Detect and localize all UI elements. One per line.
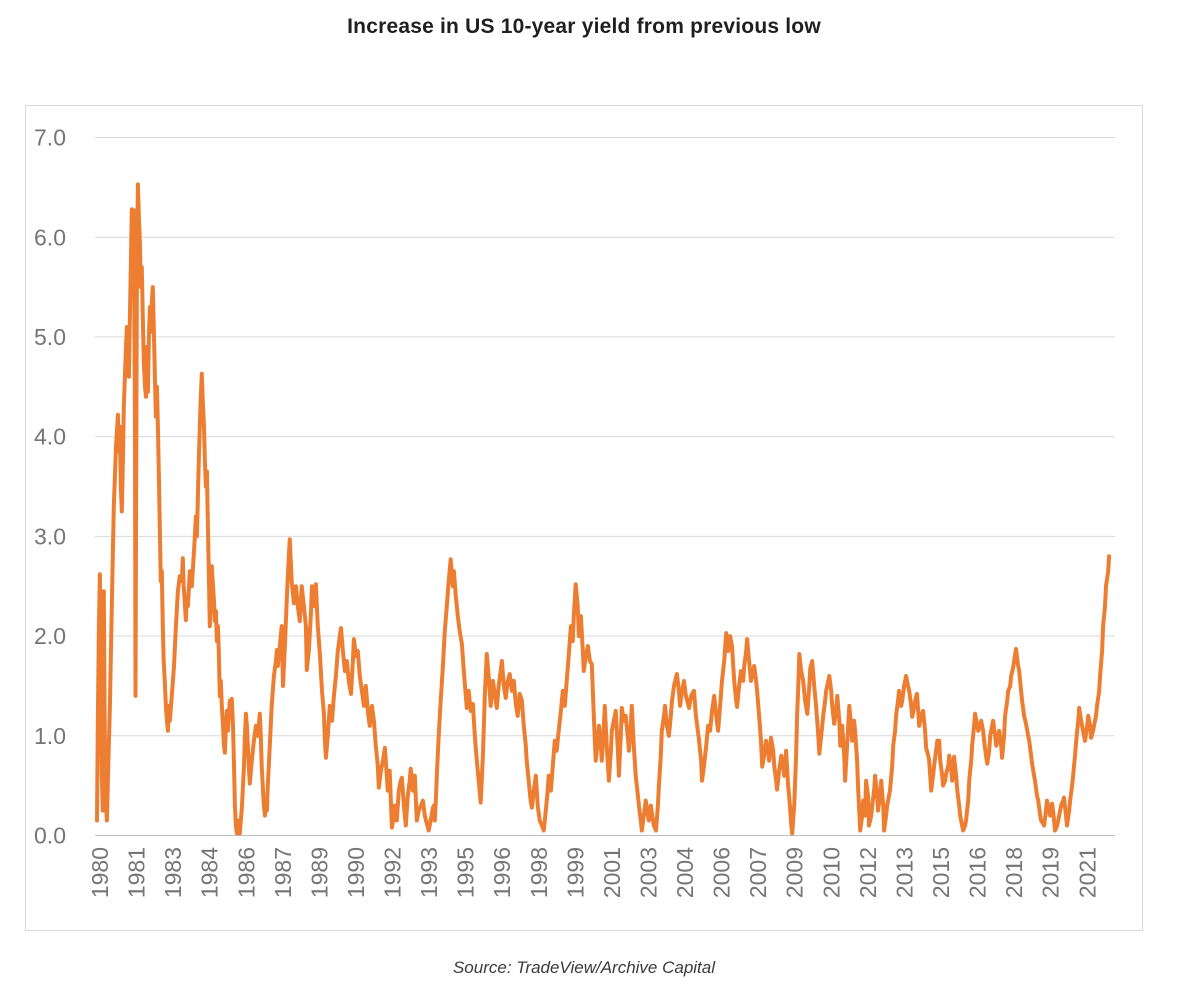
y-axis-label: 3.0 [34, 523, 66, 549]
x-axis-label: 1984 [197, 847, 223, 898]
y-axis-label: 2.0 [34, 623, 66, 649]
x-axis-label: 1993 [416, 847, 442, 898]
y-axis-label: 6.0 [34, 224, 66, 250]
x-axis-label: 2010 [818, 847, 844, 898]
x-axis-label: 1980 [87, 847, 113, 898]
x-axis-label: 2004 [672, 847, 698, 898]
x-axis-label: 1983 [160, 847, 186, 898]
x-axis-label: 2021 [1074, 847, 1100, 898]
x-axis-label: 1998 [526, 847, 552, 898]
y-axis-label: 5.0 [34, 324, 66, 350]
y-axis-label: 4.0 [34, 424, 66, 450]
x-axis-label: 1992 [380, 847, 406, 898]
source-caption: Source: TradeView/Archive Capital [452, 958, 716, 977]
x-axis-label: 2019 [1038, 847, 1064, 898]
x-axis-label: 2016 [965, 847, 991, 898]
x-axis-label: 1987 [270, 847, 296, 898]
x-axis-label: 2013 [891, 847, 917, 898]
x-axis-label: 2015 [928, 847, 954, 898]
chart-border [25, 105, 1143, 931]
x-axis-label: 2009 [782, 847, 808, 898]
y-axis-label: 0.0 [34, 823, 66, 849]
x-axis-label: 1989 [306, 847, 332, 898]
x-axis-label: 1981 [124, 847, 150, 898]
x-axis-label: 1986 [233, 847, 259, 898]
x-axis-label: 1990 [343, 847, 369, 898]
x-axis-label: 2018 [1001, 847, 1027, 898]
y-axis-label: 1.0 [34, 723, 66, 749]
x-axis-label: 1996 [489, 847, 515, 898]
yield-line-series [95, 182, 1112, 836]
x-axis-label: 1995 [453, 847, 479, 898]
x-axis-label: 1999 [562, 847, 588, 898]
x-axis-label: 2012 [855, 847, 881, 898]
chart-title: Increase in US 10-year yield from previo… [347, 15, 821, 38]
x-axis-label: 2001 [599, 847, 625, 898]
y-axis-label: 7.0 [34, 125, 66, 151]
x-axis-label: 2006 [709, 847, 735, 898]
x-axis-label: 2003 [635, 847, 661, 898]
x-axis-label: 2007 [745, 847, 771, 898]
